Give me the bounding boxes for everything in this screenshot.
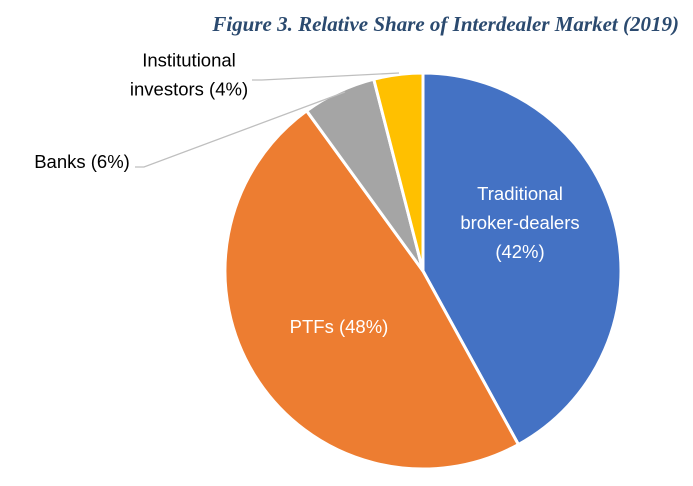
chart-title: Figure 3. Relative Share of Interdealer … [212,12,679,36]
slice-label-banks: Banks (6%) [34,151,130,172]
pie-slice-institutional-investors [372,71,425,273]
pie-slices [223,71,623,471]
slice-label-traditional-broker-dealers: Traditional broker-dealers (42%) [460,183,579,262]
leader-line-banks [135,91,346,168]
slice-label-line: investors (4%) [130,79,248,100]
slice-label-institutional-investors: Institutional investors (4%) [130,50,248,100]
slice-label-line: (42%) [495,241,544,262]
pie-slice-ptfs [223,109,520,471]
leader-line-institutional-investors [252,72,400,81]
slice-labels: Traditional broker-dealers (42%) PTFs (48%)… [34,50,579,338]
slice-label-ptfs: PTFs (48%) [290,316,389,337]
slice-label-line: Banks (6%) [34,151,130,172]
slice-label-line: broker-dealers [460,212,579,233]
slice-label-line: PTFs (48%) [290,316,389,337]
slice-label-line: Institutional [142,50,236,71]
pie-slice-traditional-broker-dealers [421,71,623,447]
slice-label-line: Traditional [477,183,563,204]
leader-lines [135,72,400,168]
